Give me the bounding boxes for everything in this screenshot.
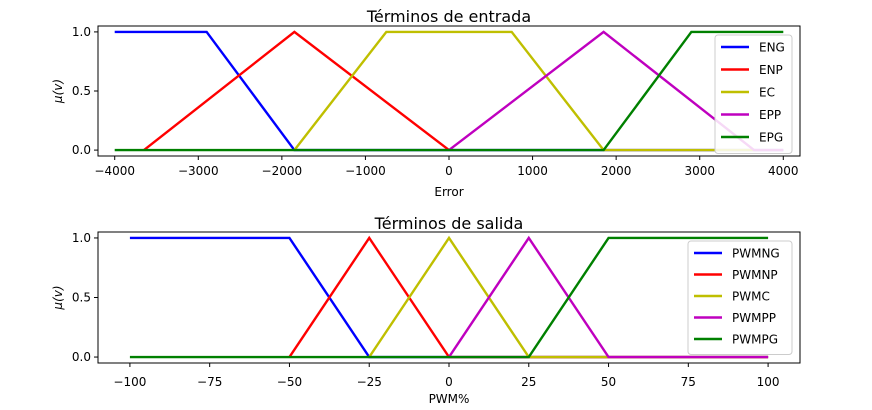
y-axis-label: μ(v) bbox=[51, 79, 65, 104]
legend-label-pwmng: PWMNG bbox=[732, 247, 780, 261]
y-tick-label: 1.0 bbox=[72, 231, 91, 245]
x-tick-label: 4000 bbox=[768, 164, 799, 178]
y-tick-label: 0.0 bbox=[72, 143, 91, 157]
x-tick-label: 100 bbox=[757, 375, 780, 389]
x-tick-label: −1000 bbox=[345, 164, 386, 178]
x-tick-label: 1000 bbox=[517, 164, 548, 178]
y-axis-label: μ(v) bbox=[51, 285, 65, 310]
y-tick-label: 0.5 bbox=[72, 291, 91, 305]
series-line-ec bbox=[293, 30, 755, 152]
x-tick-label: −25 bbox=[357, 375, 382, 389]
legend-box bbox=[714, 34, 793, 154]
x-axis-label: Error bbox=[434, 185, 463, 199]
chart-title: Términos de entrada bbox=[366, 7, 531, 26]
plot-frame bbox=[97, 25, 801, 157]
series-line-epg bbox=[114, 30, 784, 152]
x-tick-label: −2000 bbox=[262, 164, 303, 178]
chart-2: Términos de salida −100 −75 −50 −25 0 25 50 75 10… bbox=[51, 214, 801, 406]
x-tick-label: −50 bbox=[277, 375, 302, 389]
x-tick-label: −3000 bbox=[178, 164, 219, 178]
legend-label-epp: EPP bbox=[759, 108, 781, 122]
x-tick-label: 25 bbox=[521, 375, 536, 389]
chart-1: Términos de entrada −4000 −3000 −2000 −1000 0… bbox=[51, 7, 801, 199]
legend-label-pwmpp: PWMPP bbox=[732, 311, 776, 325]
series-line-eng bbox=[114, 30, 784, 152]
series-line-enp bbox=[143, 30, 450, 152]
series-line-pwmng bbox=[129, 236, 769, 359]
x-tick-label: −75 bbox=[197, 375, 222, 389]
series-line-pwmpg bbox=[129, 236, 769, 359]
legend: ENG ENP EC EPP EPG bbox=[714, 34, 793, 154]
legend-label-epg: EPG bbox=[759, 131, 783, 145]
x-tick-label: 0 bbox=[445, 164, 453, 178]
x-tick-label: 75 bbox=[681, 375, 696, 389]
legend-label-pwmnp: PWMNP bbox=[732, 268, 778, 282]
x-tick-label: −100 bbox=[113, 375, 146, 389]
legend-label-eng: ENG bbox=[759, 41, 785, 55]
y-tick-label: 0.5 bbox=[72, 84, 91, 98]
legend-label-ec: EC bbox=[759, 86, 775, 100]
x-tick-label: 3000 bbox=[684, 164, 715, 178]
chart-title: Términos de salida bbox=[374, 214, 524, 233]
x-tick-label: 2000 bbox=[601, 164, 632, 178]
legend-box bbox=[687, 240, 793, 355]
legend-label-pwmc: PWMC bbox=[732, 290, 770, 304]
x-tick-label: 0 bbox=[445, 375, 453, 389]
x-axis-label: PWM% bbox=[429, 392, 470, 406]
x-tick-label: 50 bbox=[601, 375, 616, 389]
y-tick-label: 1.0 bbox=[72, 25, 91, 39]
x-tick-label: −4000 bbox=[94, 164, 135, 178]
legend-label-enp: ENP bbox=[759, 63, 783, 77]
y-tick-label: 0.0 bbox=[72, 350, 91, 364]
legend: PWMNG PWMNP PWMC PWMPP PWMPG bbox=[687, 240, 793, 355]
legend-label-pwmpg: PWMPG bbox=[732, 333, 778, 347]
